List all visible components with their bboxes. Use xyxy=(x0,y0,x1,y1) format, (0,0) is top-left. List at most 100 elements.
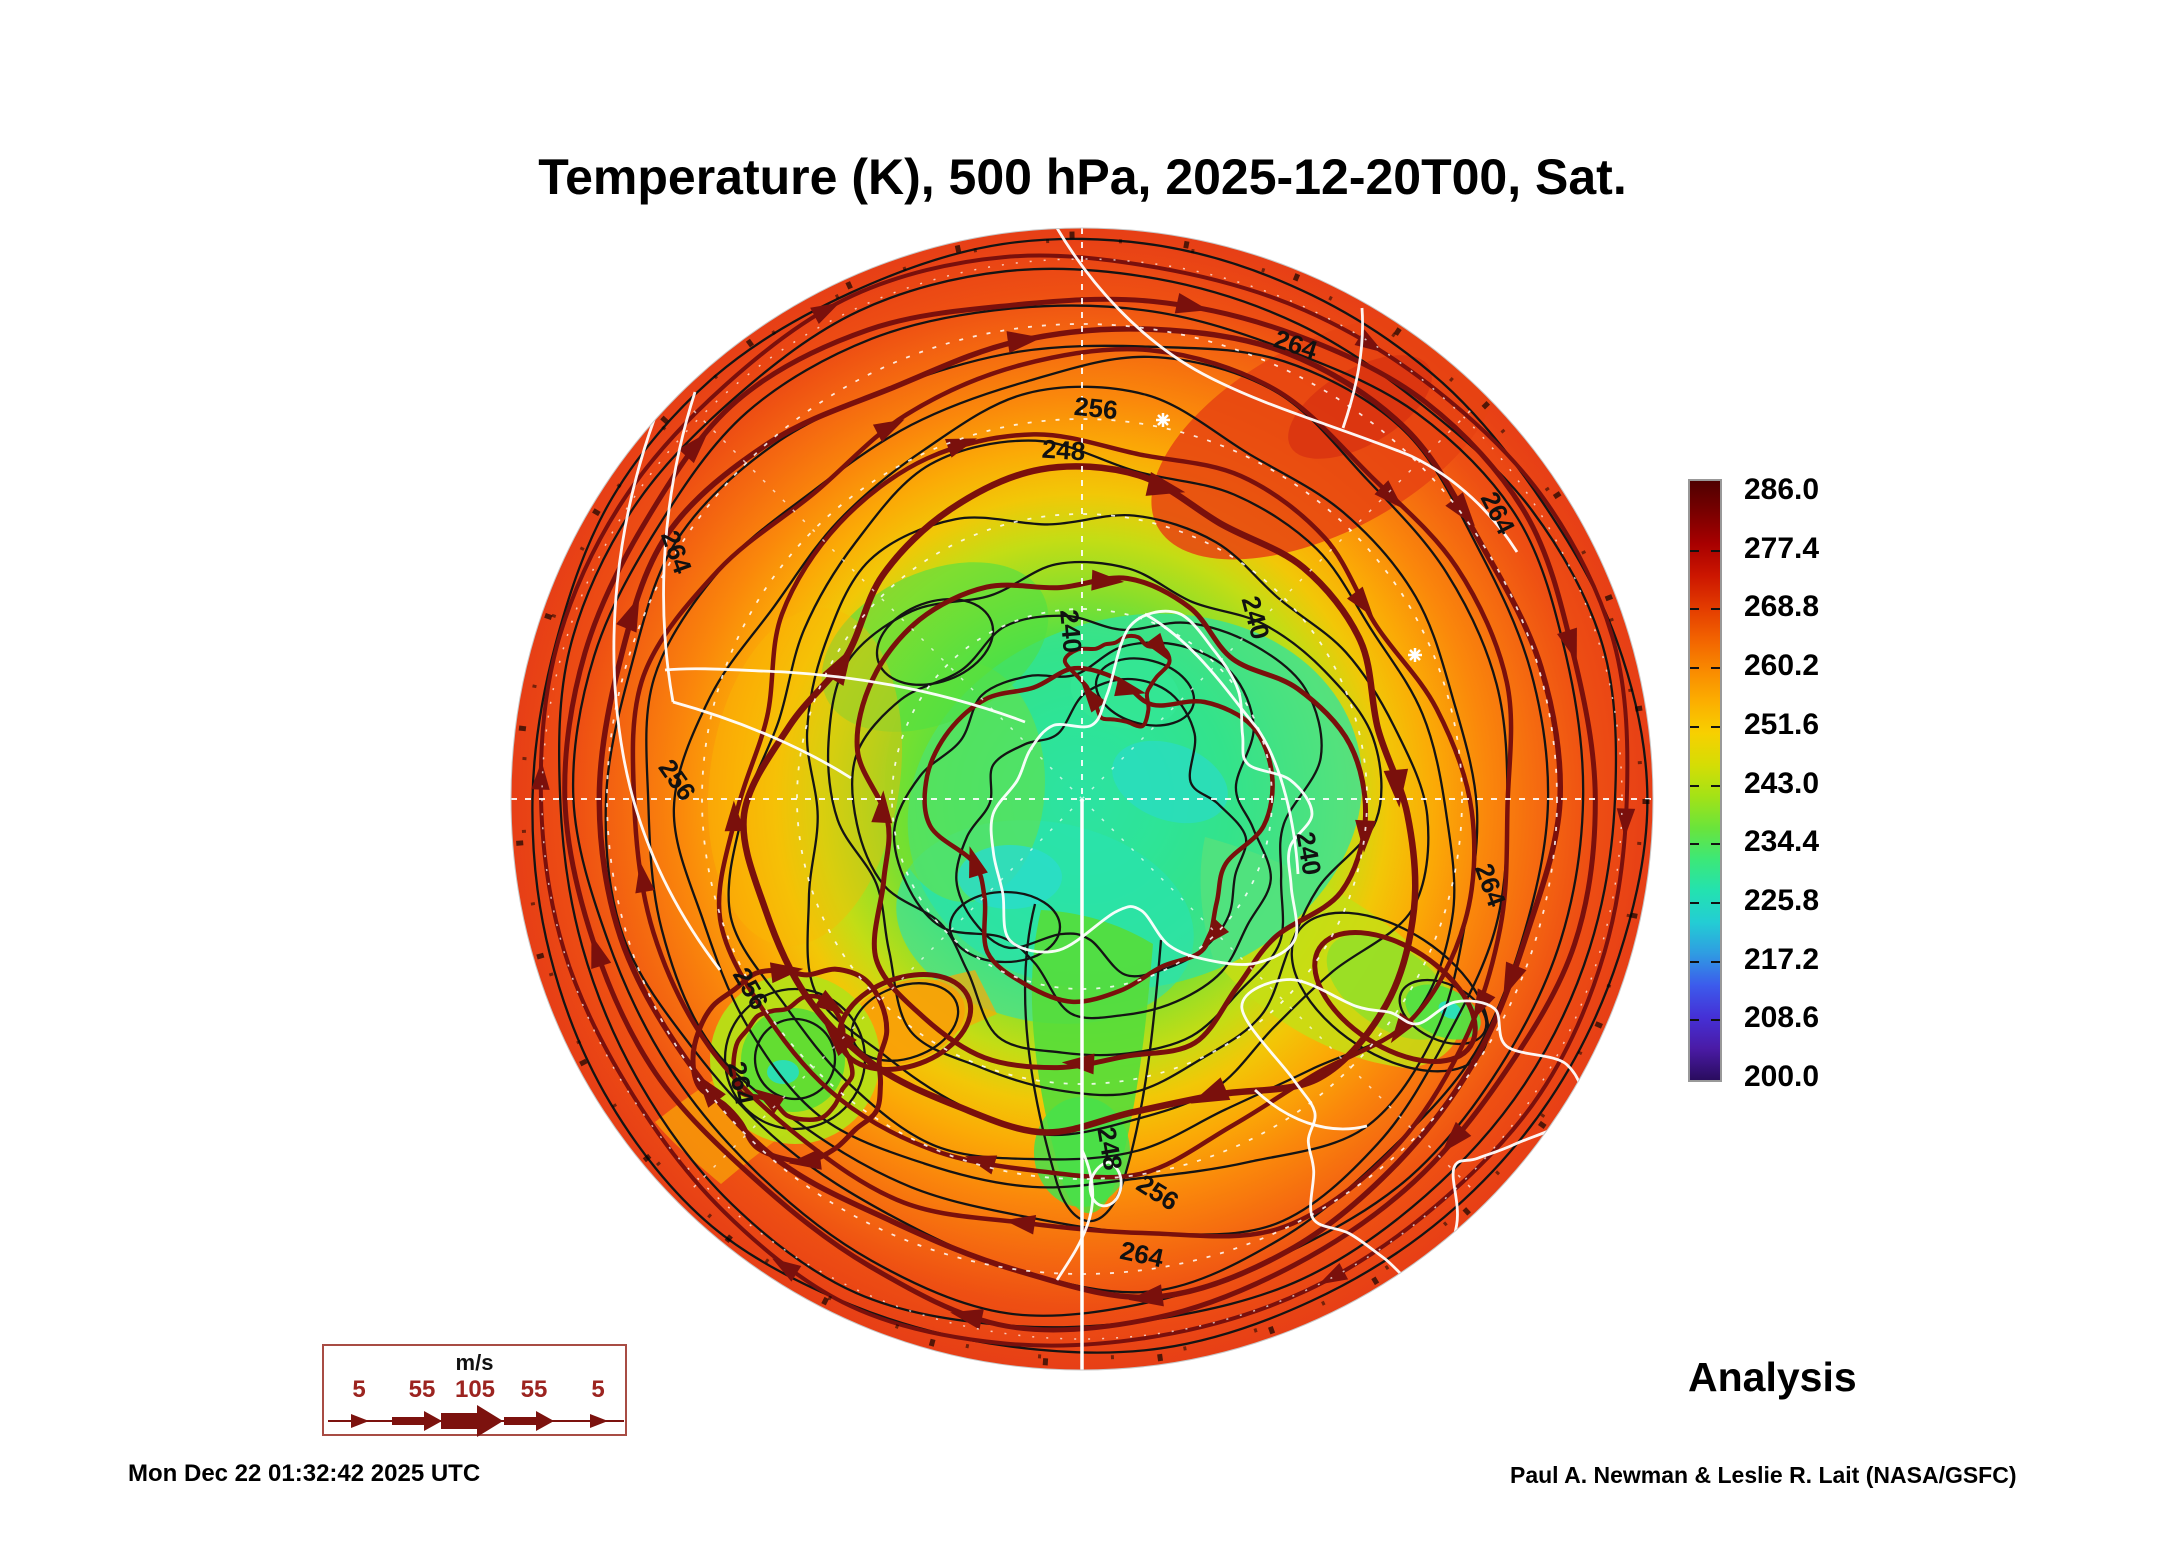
wind-arrow-small xyxy=(351,1414,369,1428)
wind-streamline xyxy=(562,296,1598,1333)
streamline-arrowhead xyxy=(1081,684,1107,713)
wind-arrow-medium xyxy=(424,1411,442,1431)
streamline-arrowhead xyxy=(1390,1012,1417,1044)
colorbar-tick-label: 200.0 xyxy=(1744,1060,1820,1093)
wind-streamline xyxy=(1062,633,1172,729)
contour-label: 240 xyxy=(1054,608,1088,654)
colorbar-tick xyxy=(1690,608,1699,611)
streamline-arrowhead xyxy=(872,419,905,443)
coastline xyxy=(662,391,697,703)
streamline-arrowhead xyxy=(591,935,612,970)
streamline-arrowhead xyxy=(1114,676,1147,697)
contour-label: 240 xyxy=(1290,829,1327,877)
streamline-arrowhead xyxy=(1346,586,1374,617)
streamline-arrowhead xyxy=(1006,331,1042,353)
streamline-arrowhead xyxy=(635,861,655,894)
temperature-contour xyxy=(805,513,1430,1137)
streamline-arrowhead xyxy=(1174,292,1209,314)
temperature-contour xyxy=(826,560,1383,1097)
coastline xyxy=(1055,1149,1095,1281)
wind-speed-value: 55 xyxy=(520,1376,548,1403)
wind-streamline xyxy=(740,463,1419,1136)
colorbar-tick xyxy=(1711,901,1720,904)
temperature-contour xyxy=(672,385,1479,1189)
streamline-arrowhead xyxy=(1355,819,1377,853)
polar-map: 264 256 248 240 240 240 264 256 264 264 256 264 248 2… xyxy=(505,222,1660,1377)
temp-blob xyxy=(707,608,903,946)
streamline-arrowhead xyxy=(1318,1263,1349,1285)
wind-arrow-scale xyxy=(328,1405,624,1437)
colorbar-tick xyxy=(1690,667,1699,670)
generated-timestamp: Mon Dec 22 01:32:42 2025 UTC xyxy=(128,1460,481,1487)
streamline-arrowhead xyxy=(1201,918,1230,948)
vortex-marker xyxy=(1156,413,1170,427)
wind-speed-value: 105 xyxy=(454,1376,496,1403)
streamline-arrowhead xyxy=(1091,569,1125,591)
streamline-arrowhead xyxy=(1374,480,1404,509)
colorbar-tick xyxy=(1711,667,1720,670)
colorbar: 286.0 277.4 268.8 260.2 251.6 243.0 234.4 225.8… xyxy=(1688,473,1908,1119)
colorbar-tick-label: 277.4 xyxy=(1744,531,1820,565)
streamline-arrowhead xyxy=(1128,1284,1164,1307)
wind-arrow-large xyxy=(477,1405,503,1437)
wind-speed-value: 55 xyxy=(408,1376,436,1403)
temperature-contour xyxy=(571,304,1585,1317)
meridian-line xyxy=(689,406,1083,800)
coastline xyxy=(1088,1160,1123,1208)
temperature-contour xyxy=(851,614,1323,1057)
product-label: Analysis xyxy=(1688,1354,1857,1400)
colorbar-tick xyxy=(1711,960,1720,963)
coastline xyxy=(612,416,722,971)
temperature-contour xyxy=(948,890,1062,964)
wind-streamline xyxy=(1312,929,1478,1065)
temperature-contour xyxy=(753,1017,837,1101)
streamline-arrowhead xyxy=(678,432,708,464)
streamline-arrowhead xyxy=(769,962,804,984)
coastline xyxy=(1254,1088,1368,1131)
colorbar-tick xyxy=(1711,843,1720,846)
credit-line: Paul A. Newman & Leslie R. Lait (NASA/GS… xyxy=(1510,1462,2017,1488)
coastline xyxy=(1240,978,1585,1295)
colorbar-tick xyxy=(1690,549,1699,552)
colorbar-tick-label: 251.6 xyxy=(1744,707,1820,741)
streamline-arrowhead xyxy=(950,1309,984,1330)
contour-label: 256 xyxy=(1073,391,1119,425)
colorbar-tick xyxy=(1711,608,1720,611)
colorbar-gradient xyxy=(1688,479,1722,1082)
streamline-arrowhead xyxy=(1145,472,1186,496)
streamline-arrowhead xyxy=(969,846,988,879)
colorbar-tick xyxy=(1711,725,1720,728)
coastline xyxy=(672,700,852,780)
colorbar-tick-label: 286.0 xyxy=(1744,473,1820,506)
latitude-circle xyxy=(701,418,1463,1180)
streamline-arrowhead xyxy=(788,1149,822,1170)
streamline-arrowhead xyxy=(1441,1121,1472,1153)
colorbar-tick-label: 234.4 xyxy=(1744,825,1820,859)
streamline-arrowhead xyxy=(1616,808,1636,838)
coastline xyxy=(1055,228,1519,553)
streamline-arrowhead xyxy=(754,1088,785,1114)
temperature-contour xyxy=(1094,657,1196,727)
coastline xyxy=(1341,307,1364,429)
colorbar-tick xyxy=(1690,784,1699,787)
colorbar-tick xyxy=(1690,960,1699,963)
colorbar-tick-label: 243.0 xyxy=(1744,766,1820,800)
meridian-line xyxy=(1081,406,1475,800)
streamline-arrowhead xyxy=(616,596,640,633)
terminator-specks xyxy=(514,231,1650,1367)
wind-streamline xyxy=(922,665,1275,1005)
temp-blob xyxy=(1112,740,1228,824)
coastline xyxy=(989,609,1314,966)
wind-speed-legend: m/s 5 55 105 55 5 xyxy=(322,1344,627,1437)
temperature-contour xyxy=(557,267,1618,1329)
wind-streamline xyxy=(836,972,974,1072)
colorbar-tick-label: 225.8 xyxy=(1744,883,1820,917)
wind-arrow-medium xyxy=(504,1417,536,1425)
wind-unit-label: m/s xyxy=(455,1350,494,1375)
contour-label: 248 xyxy=(1091,1124,1128,1172)
colorbar-tick xyxy=(1690,901,1699,904)
map-layers xyxy=(511,228,1653,1370)
page-title: Temperature (K), 500 hPa, 2025-12-20T00,… xyxy=(538,149,1627,205)
colorbar-tick-label: 217.2 xyxy=(1744,942,1820,976)
